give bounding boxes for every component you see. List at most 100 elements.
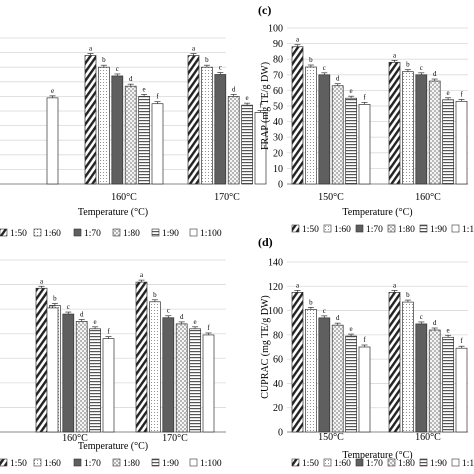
legend-swatch (112, 458, 121, 467)
x-axis-title: Temperature (°C) (342, 450, 412, 461)
significance-letter: c (116, 65, 119, 73)
significance-letter: f (460, 337, 463, 345)
y-tick-label: 120 (268, 282, 283, 293)
bar (35, 287, 48, 433)
legend-swatch (451, 224, 460, 233)
legend-swatch (451, 458, 460, 467)
bar (201, 66, 213, 185)
significance-letter: c (323, 64, 326, 72)
significance-letter: a (393, 51, 397, 59)
y-tick-label: 100 (268, 306, 283, 317)
chart-panel: a a b b c c d d e e f f 160°C 170°C Temperature (°C) 1:… (0, 259, 226, 469)
legend-label: 1:50 (10, 229, 27, 239)
y-tick-label: 20 (273, 148, 283, 159)
bar (455, 100, 468, 185)
significance-letter: d (129, 75, 133, 83)
significance-letter: e (447, 89, 450, 97)
significance-letter: f (107, 328, 110, 336)
legend-label: 1:80 (398, 459, 415, 469)
bar (388, 61, 401, 185)
significance-letter: e (143, 85, 146, 93)
bar (202, 334, 215, 433)
legend-swatch (291, 458, 300, 467)
bar (402, 71, 414, 185)
significance-letter: c (219, 64, 222, 72)
legend-label: 1:70 (366, 225, 383, 235)
significance-letter: b (406, 61, 410, 69)
bar (214, 74, 227, 185)
chart-panel: 0 10 20 30 40 50 60 70 80 90 100 a a b b c c d d e e f f 150°C 1… (258, 3, 474, 235)
legend-label: 1:80 (123, 459, 140, 469)
x-axis-title: Temperature (°C) (78, 441, 148, 452)
bar (318, 74, 331, 185)
significance-letter: f (460, 90, 463, 98)
legend-label: 1:100 (200, 229, 222, 239)
legend-label: 1:100 (462, 225, 474, 235)
bar (455, 347, 468, 433)
bar (187, 55, 200, 185)
legend-label: 1:80 (123, 229, 140, 239)
y-tick-label: 60 (273, 355, 283, 366)
bar (402, 301, 414, 433)
significance-letter: e (246, 94, 249, 102)
bar (428, 80, 441, 185)
significance-letter: b (153, 291, 157, 299)
legend-label: 1:80 (398, 225, 415, 235)
bar (162, 317, 175, 433)
significance-letter: e (350, 325, 353, 333)
significance-letter: f (156, 93, 159, 101)
legend-label: 1:70 (84, 229, 101, 239)
bar (189, 328, 201, 433)
bar (318, 317, 331, 433)
x-axis-title: Temperature (°C) (342, 207, 412, 218)
legend-label: 1:60 (334, 459, 351, 469)
x-axis-title: Temperature (°C) (78, 207, 148, 218)
bar (305, 309, 317, 433)
significance-letter: b (309, 298, 313, 306)
bar (331, 324, 344, 433)
legend-label: 1:90 (430, 459, 447, 469)
bar (46, 307, 59, 433)
significance-letter: c (167, 307, 170, 315)
legend-swatch (189, 228, 198, 237)
bar (89, 328, 101, 433)
legend-swatch (355, 224, 364, 233)
legend-swatch (419, 224, 428, 233)
bar (75, 321, 88, 433)
significance-letter: f (259, 101, 262, 109)
bar (415, 323, 428, 433)
bar (442, 336, 454, 433)
y-tick-label: 140 (268, 258, 283, 269)
significance-letter: c (420, 313, 423, 321)
significance-letter: b (205, 56, 209, 64)
legend-swatch (33, 458, 42, 467)
legend-swatch (73, 458, 82, 467)
y-tick-label: 20 (273, 403, 283, 414)
x-tick-label: 160°C (111, 192, 137, 203)
bar (331, 85, 344, 185)
bar (175, 323, 188, 433)
bar (428, 329, 441, 433)
bar (124, 85, 137, 185)
significance-letter: e (51, 87, 54, 95)
legend-swatch (323, 224, 332, 233)
panel-label: (d) (258, 235, 273, 249)
significance-letter: f (207, 324, 210, 332)
significance-letter: a (89, 45, 93, 53)
bar (241, 104, 253, 185)
y-tick-label: 30 (273, 133, 283, 144)
legend-label: 1:100 (200, 459, 222, 469)
legend-swatch (355, 458, 364, 467)
legend-label: 1:50 (302, 225, 319, 235)
bar (442, 99, 454, 185)
legend-swatch (387, 224, 396, 233)
legend-swatch (0, 228, 8, 237)
significance-letter: d (433, 70, 437, 78)
bar (227, 96, 240, 185)
legend-swatch (419, 458, 428, 467)
significance-letter: c (420, 64, 423, 72)
bar (46, 97, 59, 185)
legend-label: 1:90 (162, 229, 179, 239)
legend-swatch (0, 458, 8, 467)
significance-letter: d (80, 310, 84, 318)
